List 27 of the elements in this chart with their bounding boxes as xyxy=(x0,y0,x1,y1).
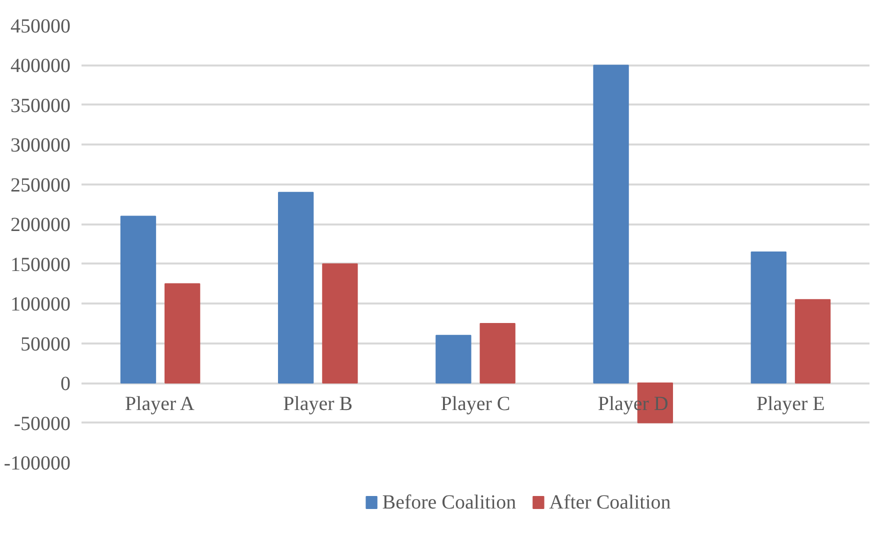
y-tick-label: 50000 xyxy=(20,333,70,356)
x-tick-label: Player B xyxy=(283,393,353,416)
y-tick-label: 250000 xyxy=(10,174,70,196)
legend-label: After Coalition xyxy=(549,492,671,514)
y-tick-label: 450000 xyxy=(10,16,70,38)
y-tick-label: 400000 xyxy=(10,55,70,78)
bar xyxy=(750,251,786,384)
bar xyxy=(164,283,200,384)
y-tick-label: 200000 xyxy=(10,214,70,236)
y-tick-label: 350000 xyxy=(10,94,70,117)
bar xyxy=(480,322,516,384)
y-tick-label: 300000 xyxy=(10,134,70,157)
y-tick-label: -100000 xyxy=(4,452,71,474)
bar xyxy=(436,334,472,384)
y-tick-label: 0 xyxy=(60,373,70,396)
y-tick-label: -50000 xyxy=(14,412,71,435)
bar xyxy=(593,64,629,384)
bar xyxy=(794,299,831,384)
x-tick-label: Player E xyxy=(756,393,825,416)
x-tick-label: Player C xyxy=(440,393,510,416)
bar xyxy=(120,216,156,384)
legend-label: Before Coalition xyxy=(382,492,516,514)
x-tick-label: Player A xyxy=(125,393,196,416)
bar xyxy=(322,263,358,384)
bar xyxy=(278,192,314,384)
y-tick-label: 150000 xyxy=(10,254,70,276)
y-tick-label: 100000 xyxy=(10,294,70,316)
